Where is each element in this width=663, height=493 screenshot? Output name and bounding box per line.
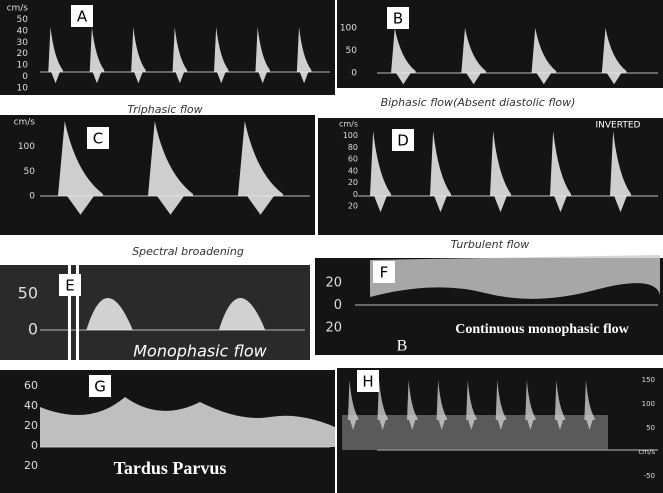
caption: Spectral broadening (132, 245, 244, 258)
axis-label: 40 (348, 166, 358, 175)
caption: Triphasic flow (127, 103, 202, 116)
axis-label: 20 (325, 321, 342, 336)
axis-label: 50 (17, 15, 29, 25)
axis-label: 50 (346, 46, 358, 56)
note: B (397, 338, 408, 355)
cursor (68, 265, 71, 360)
axis-label: 50 (24, 167, 36, 177)
axis-label: 20 (325, 276, 342, 291)
label-box (373, 261, 395, 283)
caption: Biphasic flow(Absent diastolic flow) (381, 96, 576, 109)
axis-label: 0 (353, 190, 358, 199)
panel: cm/s 100 80 60 40 20 0 20 D Turbulent flow INVERTE… (318, 118, 663, 251)
axis-label: 0 (28, 320, 38, 339)
waveform (58, 121, 283, 215)
axis-label: 50 (646, 424, 655, 432)
axis-label: cm/s (339, 120, 358, 129)
panel-letter: H (362, 373, 373, 391)
label-box (71, 5, 93, 27)
panel-letter: C (93, 130, 103, 148)
caption: Monophasic flow (133, 342, 267, 361)
panel: cm/s 100 50 0 C Spectral broadening (0, 115, 315, 258)
axis-label: 20 (24, 459, 38, 472)
axis-label: 30 (17, 38, 29, 48)
waveform (40, 397, 335, 447)
panel: 100 50 0 B Biphasic flow(Absent diastolic fl… (337, 0, 663, 109)
waveform (86, 298, 266, 330)
panel: 150 100 50 cm/s -50 H (337, 368, 663, 493)
axis-label: 0 (29, 192, 35, 202)
caption: Continuous monophasic flow (455, 322, 629, 337)
axis-label: cm/s (14, 118, 36, 128)
axis-label: 50 (18, 284, 38, 303)
panel: 60 40 20 0 20 G Tardus Parvus (0, 370, 335, 493)
panel-letter: D (397, 132, 409, 150)
axis-label: 0 (334, 298, 342, 313)
note: INVERTED (596, 121, 641, 131)
axis-label: 100 (642, 400, 655, 408)
axis-label: 10 (17, 84, 29, 94)
label-box (59, 274, 81, 296)
label-box (87, 127, 109, 149)
panel-letter: E (65, 277, 74, 295)
label-box (89, 375, 111, 397)
caption: Tardus Parvus (114, 458, 227, 478)
axis-label: 100 (343, 131, 358, 140)
label-box (357, 370, 379, 392)
axis-label: 0 (22, 72, 28, 82)
axis-label: 60 (348, 155, 358, 164)
waveform (48, 27, 312, 84)
axis-label: 20 (24, 419, 38, 432)
cursor (76, 265, 79, 360)
axis-label: 10 (17, 61, 29, 71)
waveform (347, 380, 595, 430)
axis-label: cm/s (7, 4, 29, 14)
caption: Turbulent flow (451, 238, 530, 251)
axis-label: 100 (340, 24, 357, 34)
label-box (392, 129, 414, 151)
axis-label: 20 (17, 49, 29, 59)
axis-label: 150 (642, 376, 655, 384)
waveform (370, 131, 631, 213)
panel-letter: F (380, 264, 389, 282)
axis-label: -50 (644, 472, 655, 480)
panel-letter: B (393, 10, 403, 28)
waveform-floor (342, 415, 608, 450)
axis-label: 60 (24, 379, 38, 392)
panel-background (0, 265, 310, 360)
axis-label: 20 (348, 178, 358, 187)
label-box (387, 7, 409, 29)
panel: 20 0 20 F Continuous monophasic flow B (315, 255, 663, 355)
axis-label: 0 (31, 439, 38, 452)
axis-label: cm/s (638, 448, 655, 456)
panel-letter: A (77, 8, 88, 26)
panel-letter: G (94, 378, 106, 396)
axis-label: 40 (24, 399, 38, 412)
axis-label: 80 (348, 143, 358, 152)
axis-label: 40 (17, 26, 29, 36)
axis-label: 100 (18, 142, 35, 152)
axis-label: 0 (351, 69, 357, 79)
axis-label: 20 (348, 202, 358, 211)
panel: 50 0 E Monophasic flow (0, 265, 310, 361)
waveform (370, 255, 660, 299)
